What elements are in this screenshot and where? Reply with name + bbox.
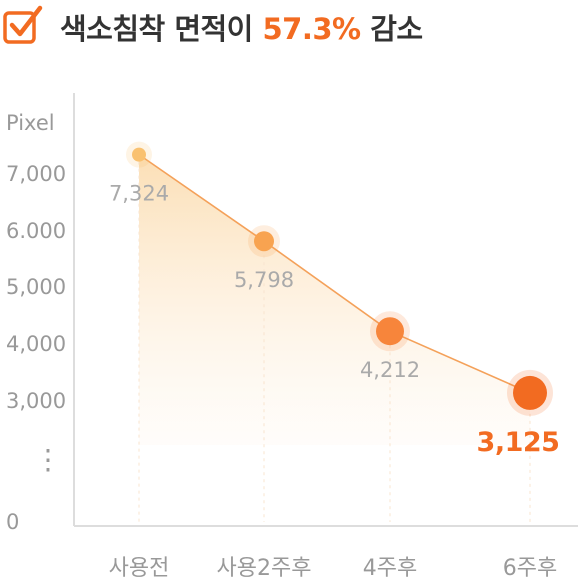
data-point [376, 317, 404, 346]
y-tick-label: 3,000 [6, 389, 66, 413]
page-title: 색소침착 면적이 57.3% 감소 [60, 6, 423, 48]
checkbox-check-icon [3, 5, 43, 44]
series-line [138, 153, 531, 394]
data-point [132, 147, 146, 162]
y-tick-label: 5,000 [6, 275, 66, 299]
x-category-label: 4주후 [363, 556, 417, 579]
data-point [513, 375, 547, 410]
title-highlight: 57.3% [262, 12, 361, 46]
title-prefix: 색소침착 면적이 [60, 12, 253, 46]
y-tick-label: 0 [6, 510, 19, 534]
highlighted-value-label: 3,125 [477, 427, 560, 458]
y-axis-break-mark: ⋮ [34, 443, 62, 476]
value-label: 4,212 [360, 358, 420, 382]
y-axis-unit-label: Pixel [6, 111, 55, 135]
x-category-label: 사용2주후 [217, 556, 312, 579]
area-fill [139, 154, 530, 445]
title-row: 색소침착 면적이 57.3% 감소 [0, 0, 580, 50]
y-tick-label: 4,000 [6, 332, 66, 356]
y-tick-label: 6.000 [6, 219, 66, 243]
x-category-label: 6주후 [503, 556, 557, 579]
value-label: 5,798 [234, 268, 294, 292]
title-suffix: 감소 [370, 12, 423, 46]
value-label: 7,324 [109, 182, 169, 206]
y-tick-label: 7,000 [6, 162, 66, 186]
data-point [254, 231, 274, 252]
x-category-label: 사용전 [109, 556, 170, 579]
